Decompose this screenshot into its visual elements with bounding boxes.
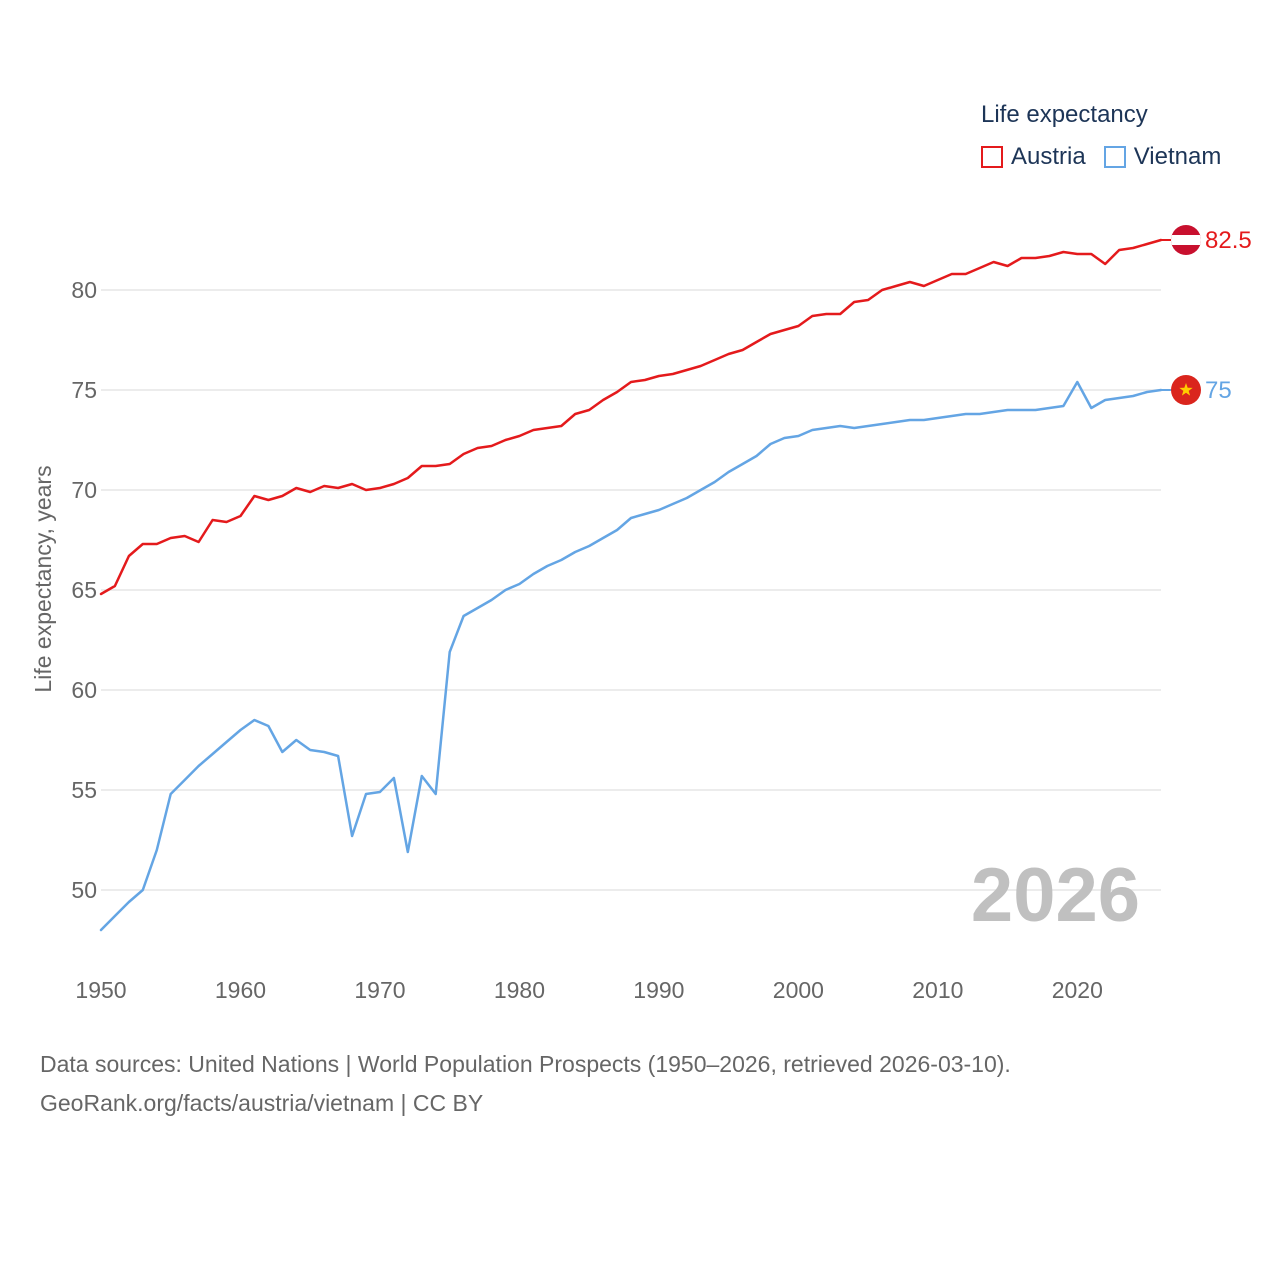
legend-item-vietnam[interactable]: Vietnam bbox=[1103, 143, 1222, 171]
gridlines bbox=[101, 289, 1161, 891]
y-tick-60: 60 bbox=[71, 677, 97, 703]
x-tick-1980: 1980 bbox=[494, 977, 545, 1003]
series-lines bbox=[99, 238, 1163, 932]
y-tick-70: 70 bbox=[71, 477, 97, 503]
x-tick-labels: 1950 1960 1970 1980 1990 2000 2010 2020 bbox=[75, 977, 1102, 1003]
austria-flag-icon bbox=[1171, 225, 1201, 255]
y-tick-labels: 50 55 60 65 70 75 80 bbox=[71, 277, 97, 903]
y-tick-80: 80 bbox=[71, 277, 97, 303]
x-tick-2020: 2020 bbox=[1052, 977, 1103, 1003]
data-sources-text: Data sources: United Nations | World Pop… bbox=[40, 1051, 1011, 1077]
legend: Austria Vietnam bbox=[981, 143, 1239, 171]
x-tick-1960: 1960 bbox=[215, 977, 266, 1003]
x-tick-1970: 1970 bbox=[354, 977, 405, 1003]
x-tick-2010: 2010 bbox=[912, 977, 963, 1003]
end-label-vietnam: 75 bbox=[1205, 377, 1232, 404]
vietnam-flag-icon bbox=[1171, 375, 1201, 405]
x-tick-1950: 1950 bbox=[75, 977, 126, 1003]
series-line-vietnam bbox=[99, 380, 1163, 932]
end-labels: 82.5 75 bbox=[1161, 225, 1252, 405]
y-tick-65: 65 bbox=[71, 577, 97, 603]
end-label-austria: 82.5 bbox=[1205, 227, 1252, 254]
legend-swatch-vietnam bbox=[1103, 146, 1126, 168]
legend-item-austria[interactable]: Austria bbox=[981, 143, 1086, 171]
x-tick-1990: 1990 bbox=[633, 977, 684, 1003]
y-axis-label: Life expectancy, years bbox=[30, 465, 56, 692]
x-tick-2000: 2000 bbox=[773, 977, 824, 1003]
y-tick-50: 50 bbox=[71, 877, 97, 903]
series-line-austria bbox=[99, 238, 1163, 596]
legend-label-vietnam: Vietnam bbox=[1133, 143, 1222, 170]
y-tick-75: 75 bbox=[71, 377, 97, 403]
legend-label-austria: Austria bbox=[1011, 143, 1086, 170]
year-watermark: 2026 bbox=[971, 853, 1140, 938]
legend-title: Life expectancy bbox=[981, 101, 1148, 128]
footer: Data sources: United Nations | World Pop… bbox=[40, 1045, 1011, 1123]
attribution-link[interactable]: GeoRank.org/facts/austria/vietnam | CC B… bbox=[40, 1090, 484, 1116]
y-tick-55: 55 bbox=[71, 777, 97, 803]
legend-swatch-austria bbox=[981, 146, 1003, 168]
